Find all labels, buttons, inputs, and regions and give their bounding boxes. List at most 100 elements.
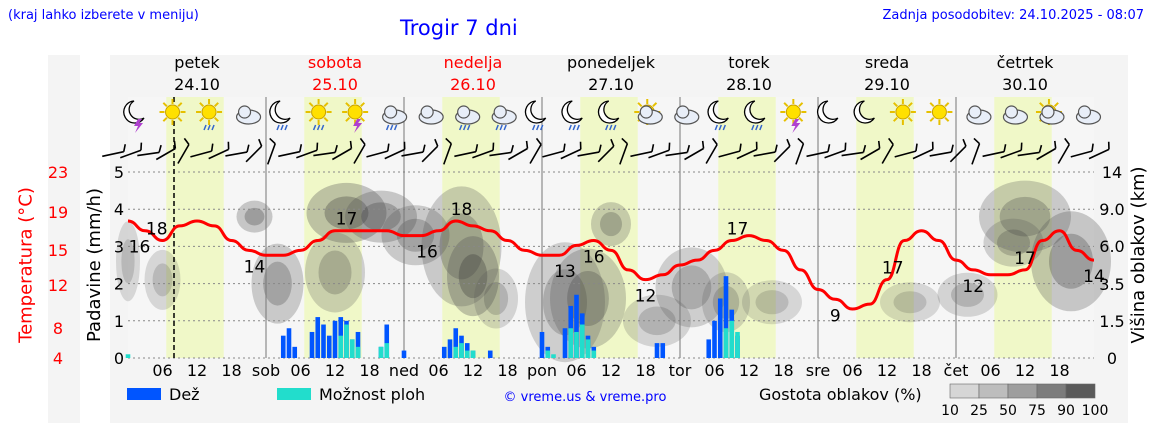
- cloud-density-tick: 100: [1082, 403, 1109, 419]
- x-tick-label: sob: [252, 361, 280, 380]
- cloud-density-tick: 75: [1028, 403, 1046, 419]
- moon-icon: [817, 100, 839, 124]
- cloud-height-tick-label: 6.0: [1099, 237, 1124, 256]
- rain-bar: [574, 294, 579, 358]
- x-tick-label: 18: [1049, 361, 1069, 380]
- cloud-density-area: [937, 272, 998, 317]
- precip-tick-label: 2: [114, 275, 124, 294]
- rain-bar: [706, 339, 712, 358]
- temperature-tick-label: 8: [53, 319, 63, 338]
- credit-link[interactable]: © vreme.us & vreme.pro: [504, 390, 667, 405]
- temperature-label: 18: [146, 220, 168, 240]
- wind-barb: [560, 141, 582, 160]
- rain-legend-swatch: [127, 388, 161, 400]
- wind-barb: [1057, 137, 1070, 164]
- daylight-band: [580, 97, 638, 358]
- day-date: 26.10: [450, 75, 496, 94]
- cloudy-night-icon: [674, 105, 700, 125]
- wind-barb: [1088, 141, 1110, 160]
- wind-barb: [630, 144, 655, 158]
- shower-bar: [378, 346, 384, 358]
- wind-barb: [1070, 143, 1094, 158]
- wind-barb: [529, 137, 542, 164]
- x-tick-label: 06: [980, 361, 1000, 380]
- day-name: nedelja: [444, 53, 503, 72]
- wind-barb: [542, 143, 566, 158]
- wind-barb: [619, 137, 629, 165]
- cloud-density-area: [421, 186, 502, 307]
- cloud-density-tick: 10: [941, 403, 959, 419]
- precip-tick-label: 3: [114, 237, 124, 256]
- daylight-band: [442, 97, 500, 358]
- cloud-density-core: [893, 291, 927, 314]
- x-tick-label: 06: [290, 361, 310, 380]
- cloud-density-tick: 90: [1057, 403, 1075, 419]
- shower-bar: [591, 350, 597, 358]
- wind-barb: [331, 140, 353, 161]
- moon-rain-icon: [597, 100, 620, 131]
- temperature-label: 16: [583, 248, 605, 268]
- wind-barb: [245, 138, 263, 163]
- rain-bar: [660, 343, 666, 358]
- shower-bar: [338, 335, 344, 358]
- cloud-density-swatch: [1065, 383, 1096, 399]
- rain-bar: [441, 346, 447, 358]
- rain-bar: [562, 328, 568, 358]
- cloud-density-area: [983, 218, 1044, 267]
- x-tick-label: 18: [773, 361, 793, 380]
- rain-bar: [355, 331, 361, 358]
- precip-tick-label: 4: [114, 200, 124, 219]
- wind-barb: [806, 144, 831, 158]
- temperature-label: 12: [962, 277, 984, 297]
- cloud-density-core: [324, 196, 369, 230]
- cloud-density-core: [997, 229, 1030, 256]
- wind-barb: [753, 144, 778, 157]
- cloud-height-tick-label: 14: [1102, 163, 1122, 182]
- cloud-density-area: [742, 280, 802, 325]
- cloud-rain-icon: [382, 105, 408, 131]
- x-tick-label: 12: [877, 361, 897, 380]
- rain-bar: [321, 324, 326, 358]
- cloud-height-tick-label: 1.5: [1099, 312, 1124, 331]
- sun-icon: [889, 99, 916, 125]
- shower-bar: [459, 343, 464, 358]
- cloud-density-core: [755, 290, 789, 315]
- day-date: 29.10: [864, 75, 910, 94]
- shower-bar: [355, 346, 361, 358]
- rain-bar: [447, 339, 453, 358]
- shower-bar: [349, 339, 355, 358]
- wind-barb: [384, 141, 406, 160]
- wind-barb: [1017, 144, 1043, 157]
- cloud-density-core: [318, 250, 352, 295]
- temperature-tick-label: 23: [48, 163, 68, 182]
- shower-bar: [723, 328, 729, 358]
- wind-barb: [1000, 142, 1023, 159]
- cloud-density-area: [144, 249, 181, 310]
- rain-bar: [280, 335, 286, 358]
- temperature-label: 17: [727, 220, 749, 240]
- cloud-density-area: [305, 232, 365, 313]
- cloud-density-area: [880, 282, 940, 323]
- temperature-label: 16: [416, 243, 438, 263]
- cloud-density-core: [1049, 233, 1093, 289]
- cloud-height-tick-label: 0: [1107, 349, 1117, 368]
- sun-cloud-icon: [634, 99, 663, 125]
- x-tick-label: 06: [704, 361, 724, 380]
- cloud-density-core: [600, 211, 622, 237]
- x-tick-label: 18: [221, 361, 241, 380]
- cloud-density-tick: 25: [970, 403, 988, 419]
- rain-bar: [453, 328, 459, 358]
- wind-barb: [266, 137, 276, 165]
- x-tick-label: 18: [911, 361, 931, 380]
- x-tick-label: tor: [669, 361, 692, 380]
- sun-icon: [159, 99, 186, 125]
- precip-tick-label: 1: [114, 312, 124, 331]
- cloud-density-area: [116, 221, 140, 302]
- cloud-density-area: [525, 242, 605, 363]
- cloud-density-core: [999, 196, 1051, 237]
- shower-bar: [125, 354, 131, 358]
- shower-bar: [464, 350, 470, 358]
- wind-barb: [401, 144, 426, 157]
- shower-bar: [453, 346, 459, 358]
